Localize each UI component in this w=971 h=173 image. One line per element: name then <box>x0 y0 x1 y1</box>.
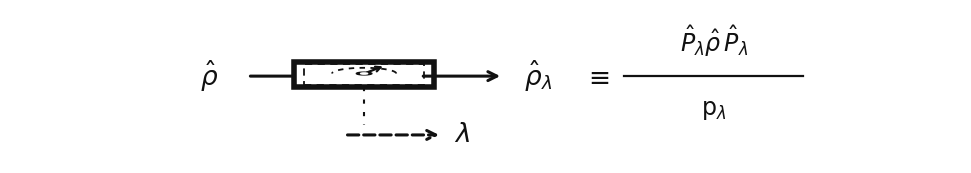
Bar <box>294 62 434 87</box>
Text: $\mathrm{p}_\lambda$: $\mathrm{p}_\lambda$ <box>701 99 726 122</box>
Circle shape <box>360 73 368 74</box>
Text: $\equiv$: $\equiv$ <box>583 64 610 89</box>
Text: $\hat{\rho}_\lambda$: $\hat{\rho}_\lambda$ <box>524 58 552 94</box>
Circle shape <box>356 72 372 75</box>
Text: $\lambda$: $\lambda$ <box>454 122 471 147</box>
Text: $\hat{P}_\lambda\hat{\rho}\,\hat{P}_\lambda$: $\hat{P}_\lambda\hat{\rho}\,\hat{P}_\lam… <box>680 24 748 59</box>
Text: $\hat{\rho}$: $\hat{\rho}$ <box>199 58 218 94</box>
Bar <box>304 64 424 85</box>
